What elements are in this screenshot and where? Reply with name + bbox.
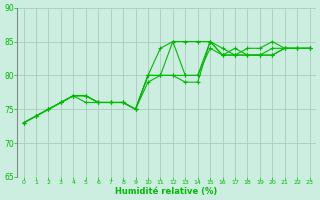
X-axis label: Humidité relative (%): Humidité relative (%) bbox=[116, 187, 218, 196]
